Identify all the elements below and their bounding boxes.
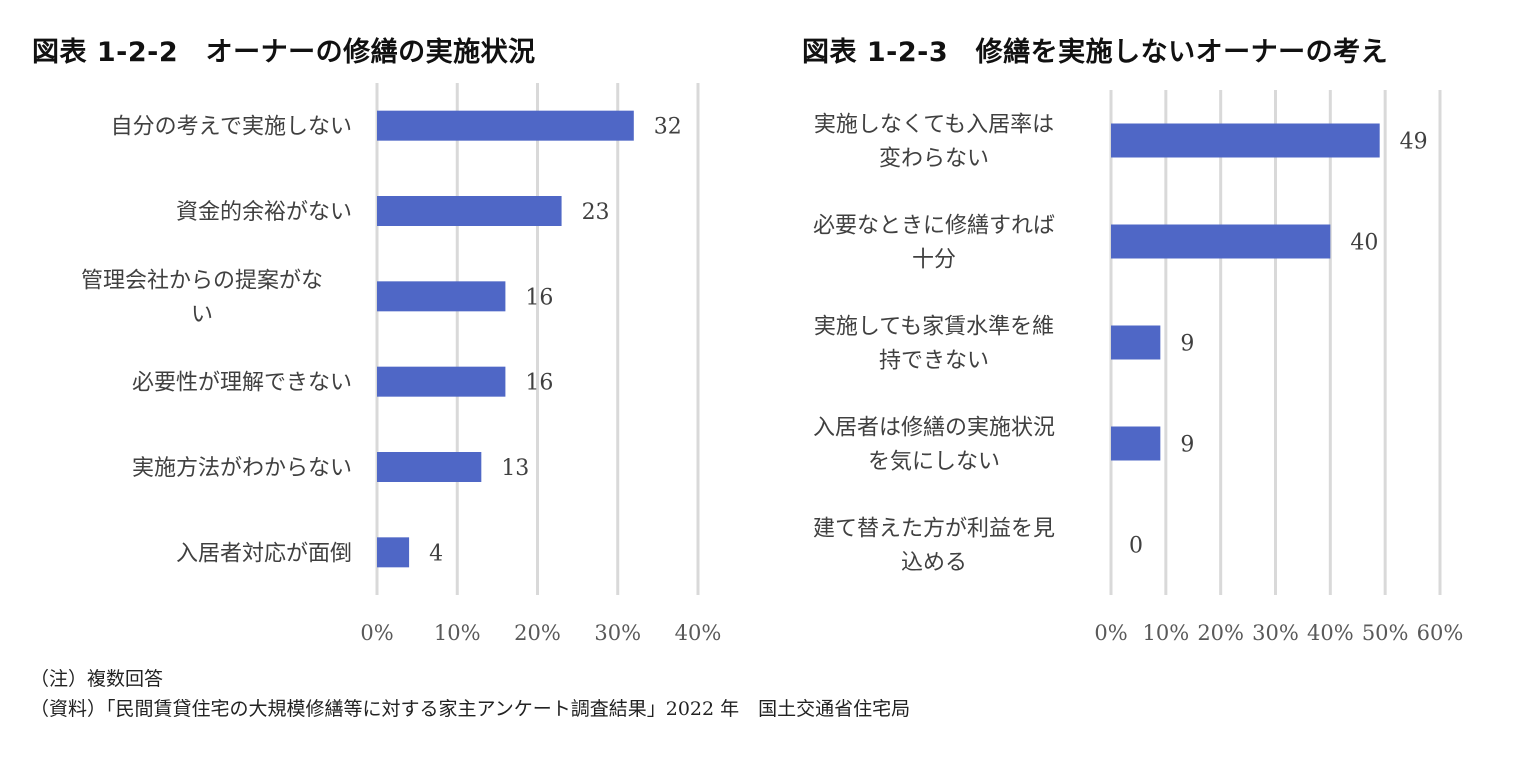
category-label: 実施しなくても入居率は — [814, 113, 1054, 138]
data-label: 32 — [654, 115, 682, 140]
data-label: 16 — [525, 285, 553, 310]
category-label: 管理会社からの提案がな — [81, 268, 323, 293]
data-label: 9 — [1180, 433, 1194, 458]
source-note: （資料）「民間賃貸住宅の大規模修繕等に対する家主アンケート調査結果」2022 年… — [30, 698, 911, 720]
data-label: 49 — [1400, 130, 1428, 155]
category-label: 入居者は修繕の実施状況 — [813, 416, 1055, 441]
chart-title-1-2-3: 図表 1-2-3 修繕を実施しないオーナーの考え — [802, 37, 1389, 68]
bar — [377, 452, 482, 482]
bar — [377, 281, 506, 312]
category-label: 込める — [901, 551, 967, 576]
category-label: 自分の考えで実施しない — [111, 115, 352, 140]
x-tick-label: 40% — [675, 621, 722, 645]
data-label: 16 — [525, 371, 553, 396]
data-label: 40 — [1350, 231, 1378, 256]
x-tick-label: 20% — [514, 621, 561, 645]
data-label: 0 — [1129, 534, 1143, 559]
bar — [1111, 426, 1161, 461]
category-label: 必要性が理解できない — [132, 371, 352, 396]
bar — [1111, 123, 1380, 158]
category-label: 資金的余裕がない — [176, 200, 352, 225]
bar — [1111, 224, 1331, 259]
category-label: 実施方法がわからない — [132, 456, 352, 481]
category-label: 変わらない — [879, 147, 989, 172]
chart-title-1-2-2: 図表 1-2-2 オーナーの修繕の実施状況 — [32, 37, 536, 68]
bar — [377, 196, 562, 226]
bar — [377, 366, 506, 397]
category-label: 建て替えた方が利益を見 — [813, 517, 1055, 542]
category-label: 実施しても家賃水準を維 — [814, 315, 1054, 340]
data-label: 13 — [501, 456, 529, 481]
data-label: 4 — [429, 541, 443, 566]
x-tick-label: 40% — [1307, 621, 1354, 645]
category-label: 必要なときに修繕すれば — [813, 214, 1055, 239]
category-label: い — [191, 302, 213, 327]
bar — [377, 537, 410, 568]
note-multiple-answers: （注）複数回答 — [30, 668, 164, 690]
category-label: 十分 — [912, 248, 956, 273]
x-tick-label: 30% — [1252, 621, 1299, 645]
x-tick-label: 20% — [1197, 621, 1244, 645]
bar — [1111, 325, 1161, 360]
x-tick-label: 50% — [1362, 621, 1409, 645]
x-tick-label: 10% — [1142, 621, 1189, 645]
category-label: を気にしない — [868, 450, 1000, 475]
category-label: 持できない — [879, 349, 989, 374]
category-label: 入居者対応が面倒 — [176, 541, 352, 566]
data-label: 9 — [1180, 332, 1194, 357]
bar — [377, 110, 634, 141]
x-tick-label: 0% — [1094, 621, 1127, 645]
data-label: 23 — [582, 200, 610, 225]
x-tick-label: 60% — [1417, 621, 1464, 645]
chart-repair-status: 0% 10% 20% 30% 40% 32 自分の考えで実施しない 23 資金的余裕がない 16 管… — [81, 83, 722, 645]
x-tick-label: 10% — [434, 621, 481, 645]
x-tick-label: 0% — [360, 621, 393, 645]
x-tick-label: 30% — [594, 621, 641, 645]
